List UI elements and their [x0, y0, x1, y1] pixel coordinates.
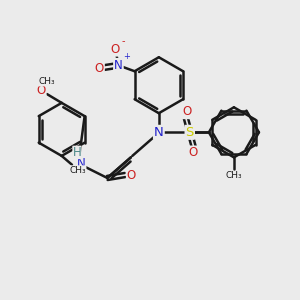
Text: H: H [73, 146, 81, 159]
Text: O: O [182, 105, 191, 118]
Text: O: O [111, 43, 120, 56]
Text: O: O [127, 169, 136, 182]
Text: +: + [123, 52, 130, 62]
Text: O: O [95, 62, 104, 75]
Text: CH₃: CH₃ [38, 77, 55, 86]
Text: CH₃: CH₃ [70, 166, 86, 175]
Text: CH₃: CH₃ [226, 171, 242, 180]
Text: -: - [122, 36, 125, 46]
Text: N: N [154, 126, 164, 139]
Text: S: S [186, 126, 194, 139]
Text: O: O [188, 146, 197, 159]
Text: O: O [36, 84, 46, 97]
Text: N: N [114, 59, 123, 72]
Text: N: N [76, 157, 85, 170]
